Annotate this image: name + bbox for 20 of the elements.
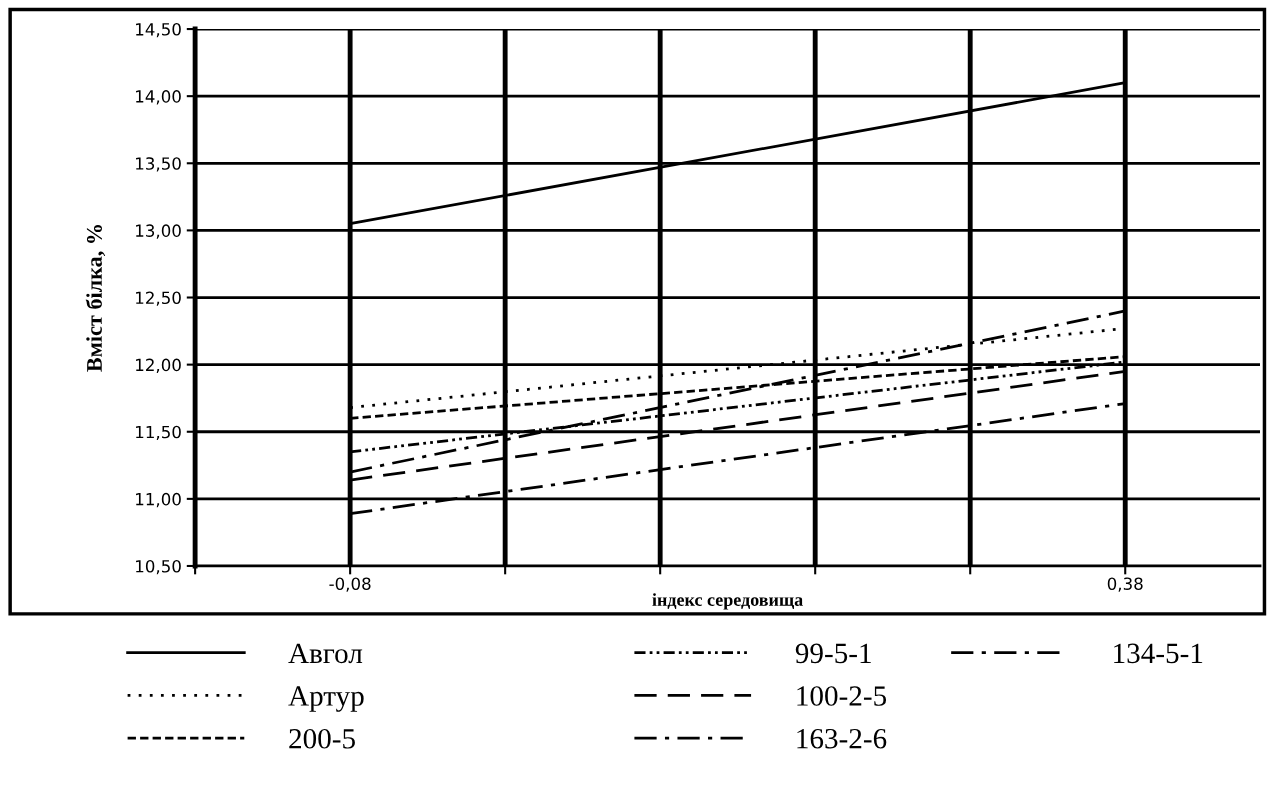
legend-label: Артур (288, 686, 364, 712)
legend-label: Авгол (288, 643, 363, 664)
y-tick-label: 12,00 (136, 358, 181, 373)
legend-label: 200-5 (289, 728, 355, 749)
y-tick-label: 10,50 (136, 559, 181, 575)
y-axis-title: Вміст білка, % (85, 225, 106, 372)
x-tick-label: 0,38 (1107, 577, 1143, 592)
legend-label: 100-2-5 (797, 686, 887, 706)
y-tick-label: 14,50 (136, 23, 181, 38)
legend-label: 163-2-6 (797, 728, 887, 749)
y-tick-label: 13,00 (136, 224, 181, 239)
legend-label: 134-5-1 (1114, 643, 1203, 664)
y-tick-label: 13,50 (136, 157, 181, 172)
y-tick-label: 11,00 (136, 492, 181, 508)
y-tick-label: 14,00 (136, 90, 181, 105)
x-tick-label: -0,08 (329, 577, 371, 592)
legend-label: 99-5-1 (795, 643, 871, 664)
y-tick-label: 11,50 (136, 425, 181, 441)
x-axis-title: індекс середовища (652, 593, 803, 610)
y-tick-label: 12,50 (136, 291, 181, 306)
